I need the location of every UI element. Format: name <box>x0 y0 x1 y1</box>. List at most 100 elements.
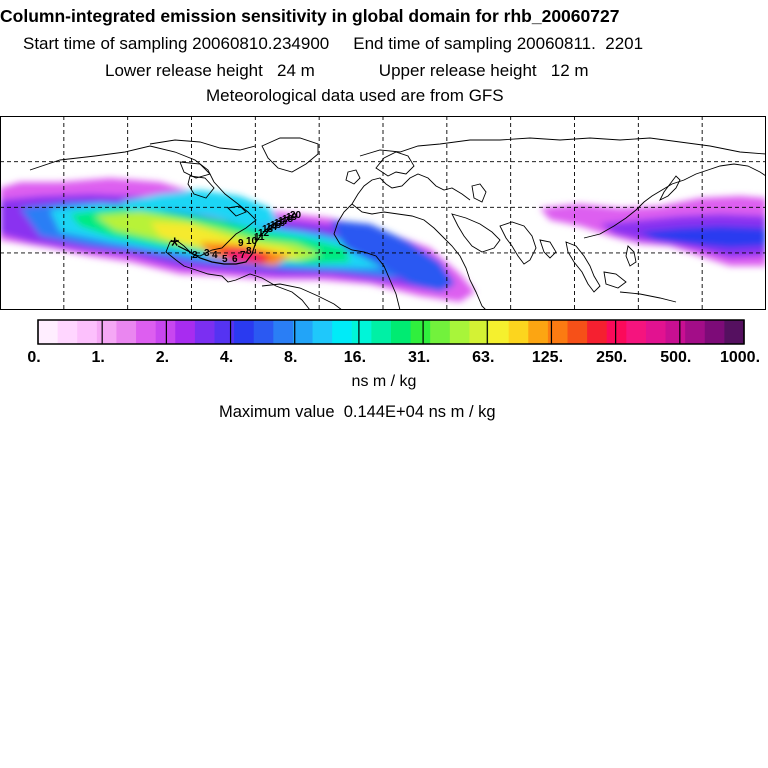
field-level-magenta <box>228 252 262 262</box>
coastline-china-coast <box>583 163 766 239</box>
colorbar-swatch <box>332 320 353 344</box>
coastline-british-isles <box>345 169 361 185</box>
coastline-europe <box>351 173 471 205</box>
colorbar-swatch <box>214 320 235 344</box>
coastline-great-lakes <box>227 205 247 217</box>
colorbar-tick-label: 31. <box>408 349 430 366</box>
field-arm-north-america <box>120 190 280 226</box>
colorbar-swatch <box>528 320 549 344</box>
coastline-arctic-islands <box>149 139 256 179</box>
coastline-south-asia <box>499 221 557 265</box>
field-arm-atlantic-blue <box>330 220 455 292</box>
trajectory-label: 13 <box>262 224 274 235</box>
trajectory-label: 14 <box>266 222 278 233</box>
colorbar-swatch <box>312 320 333 344</box>
upper-height-label: Upper release height <box>378 61 537 80</box>
trajectory-label: 9 <box>238 238 244 249</box>
colorbar-swatch <box>57 320 78 344</box>
colorbar-ticks <box>37 320 745 344</box>
trajectory-label: 4 <box>212 250 218 261</box>
trajectory-path <box>177 215 291 265</box>
trajectory-label: 12 <box>258 228 270 239</box>
colorbar-swatch <box>351 320 372 344</box>
colorbar-swatches <box>38 320 745 344</box>
sampling-times-line: Start time of sampling 20060810.234900 En… <box>23 34 768 54</box>
colorbar-tick-label: 16. <box>344 349 366 366</box>
coastline-japan <box>658 175 681 202</box>
trajectory-label: 17 <box>278 216 290 227</box>
colorbar-swatch <box>508 320 529 344</box>
maximum-value-line: Maximum value 0.144E+04 ns m / kg <box>219 403 496 422</box>
trajectory-label: 7 <box>240 250 246 261</box>
trajectory-label: 3 <box>204 248 210 259</box>
coastline-north-america <box>29 145 311 310</box>
colorbar-swatch <box>449 320 471 344</box>
field-level-blue-east <box>640 226 766 248</box>
release-location-marker: * <box>170 233 179 260</box>
lower-height-value: 24 m <box>277 61 315 80</box>
coastlines <box>29 137 766 310</box>
colorbar-swatch <box>645 320 667 344</box>
colorbar-tick-label: 0. <box>27 349 40 366</box>
trajectory-label: 18 <box>282 214 294 225</box>
colorbar-swatch <box>77 320 98 344</box>
maximum-value-units: ns m / kg <box>428 403 496 421</box>
colorbar: 0. 1. 2. 4. 8. 16. 31. 63. 125. 250. 500. 1000. <box>27 319 760 366</box>
coastline-arabia <box>451 213 501 253</box>
maximum-value-label: Maximum value <box>219 403 335 421</box>
colorbar-swatch <box>469 320 490 344</box>
colorbar-units: ns m / kg <box>351 373 417 390</box>
colorbar-tick-label: 2. <box>156 349 169 366</box>
lower-height-label: Lower release height <box>105 61 263 80</box>
trajectory-label: 5 <box>222 254 228 265</box>
coastline-greenland <box>261 137 319 173</box>
map-gridlines <box>0 116 766 310</box>
colorbar-swatch <box>567 320 588 344</box>
trajectory-label: 19 <box>286 212 298 223</box>
trajectory-label: 20 <box>290 210 302 221</box>
maximum-value: 0.144E+04 <box>343 403 425 421</box>
end-time-label: End time of sampling <box>353 34 512 53</box>
release-heights-line: Lower release height 24 m Upper release h… <box>105 61 768 81</box>
colorbar-swatch <box>38 320 59 344</box>
coastline-caspian <box>471 183 487 203</box>
colorbar-swatch <box>626 320 647 344</box>
trajectory-label: 6 <box>232 254 238 265</box>
colorbar-swatch <box>253 320 274 344</box>
colorbar-swatch <box>371 320 392 344</box>
colorbar-swatch <box>292 320 314 344</box>
colorbar-tick-label: 1. <box>92 349 105 366</box>
colorbar-swatch <box>606 320 627 344</box>
colorbar-tick-label: 500. <box>660 349 691 366</box>
coastline-southeast-asia <box>565 241 677 303</box>
colorbar-swatch <box>587 320 608 344</box>
coastline-scandinavia <box>375 151 415 177</box>
colorbar-swatch <box>194 320 216 344</box>
colorbar-swatch <box>547 320 569 344</box>
coastline-south-america <box>261 283 343 310</box>
colorbar-swatch <box>724 320 745 344</box>
colorbar-tick-label: 250. <box>596 349 627 366</box>
map-frame <box>0 116 766 310</box>
colorbar-swatch <box>665 320 686 344</box>
colorbar-tick-label: 125. <box>532 349 563 366</box>
coastline-eurasia <box>359 137 766 157</box>
trajectory-label: 2 <box>192 250 198 261</box>
coastline-africa <box>333 203 487 310</box>
colorbar-tick-label: 1000. <box>720 349 760 366</box>
colorbar-swatch <box>704 320 725 344</box>
start-time-label: Start time of sampling <box>23 34 188 53</box>
colorbar-swatch <box>410 320 431 344</box>
colorbar-swatch <box>234 320 255 344</box>
colorbar-tick-labels: 0. 1. 2. 4. 8. 16. 31. 63. 125. 250. 500. 1000. <box>27 349 760 366</box>
colorbar-swatch <box>273 320 294 344</box>
end-time-value: 20060811. 2201 <box>516 34 644 53</box>
trajectory-label: 11 <box>254 232 265 243</box>
upper-height-value: 12 m <box>550 61 589 80</box>
met-data-line: Meteorological data used are from GFS <box>206 86 504 105</box>
colorbar-swatch <box>489 320 510 344</box>
colorbar-swatch <box>96 320 118 344</box>
